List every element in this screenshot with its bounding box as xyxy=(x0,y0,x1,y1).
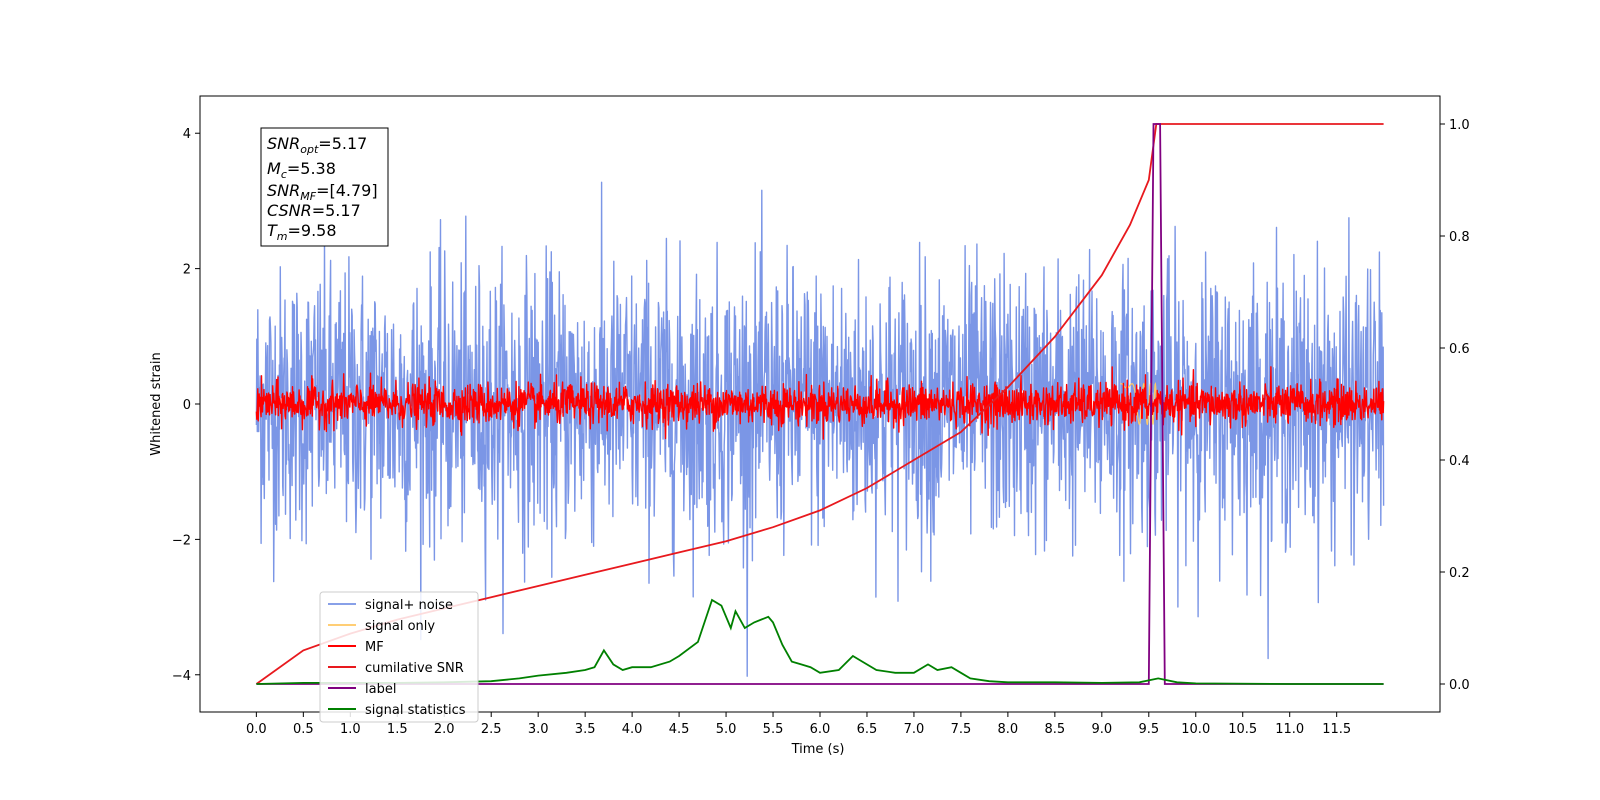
info-snr-mf-symbol: SNR xyxy=(267,181,300,200)
y-axis-right: 1.0 0.8 0.6 0.4 0.2 0.0 xyxy=(1440,118,1470,693)
x-axis-label: Time (s) xyxy=(791,742,845,757)
x-tick-label: 11.0 xyxy=(1275,722,1304,737)
x-tick-label: 8.0 xyxy=(998,722,1019,737)
info-mc-symbol: M xyxy=(267,159,281,178)
y-axis-left: 4 2 0 −2 −4 xyxy=(172,127,200,684)
legend-label: label xyxy=(365,682,396,697)
x-tick-label: 6.5 xyxy=(857,722,878,737)
y2-tick-label: 0.4 xyxy=(1449,454,1470,469)
info-tm-sub: m xyxy=(277,230,288,243)
info-box-frame xyxy=(260,127,389,247)
info-snr-opt-sub: opt xyxy=(300,143,319,156)
x-tick-label: 1.0 xyxy=(340,722,361,737)
info-csnr-value: =5.17 xyxy=(312,201,361,220)
y-tick-label: 4 xyxy=(183,127,191,142)
y2-tick-label: 0.2 xyxy=(1449,566,1470,581)
x-tick-label: 9.5 xyxy=(1138,722,1159,737)
x-tick-label: 4.0 xyxy=(622,722,643,737)
x-axis: 0.0 0.5 1.0 1.5 2.0 2.5 3.0 3.5 4.0 4.5 5.0 5.5 6.0 6… xyxy=(246,712,1351,737)
info-tm-value: =9.58 xyxy=(288,221,337,240)
x-tick-label: 3.5 xyxy=(575,722,596,737)
x-tick-label: 0.0 xyxy=(246,722,267,737)
x-tick-label: 5.5 xyxy=(763,722,784,737)
info-snr-mf-sub: MF xyxy=(300,190,316,203)
info-csnr-symbol: CSNR xyxy=(267,201,312,220)
x-tick-label: 11.5 xyxy=(1322,722,1351,737)
y-tick-label: −2 xyxy=(172,533,191,548)
y-axis-label: Whitened strain xyxy=(149,352,164,455)
series-signal-noise-line xyxy=(255,181,1385,677)
info-box: SNRopt=5.17 Mc=5.38 SNRMF=[4.79] CSNR=5.… xyxy=(260,127,389,247)
info-mc: Mc=5.38 xyxy=(267,159,336,181)
y2-tick-label: 1.0 xyxy=(1449,118,1470,133)
x-tick-label: 9.0 xyxy=(1091,722,1112,737)
x-tick-label: 3.0 xyxy=(528,722,549,737)
x-tick-label: 7.0 xyxy=(904,722,925,737)
info-snr-opt-symbol: SNR xyxy=(267,134,300,153)
x-tick-label: 5.0 xyxy=(716,722,737,737)
legend-label: signal only xyxy=(365,619,435,634)
x-tick-label: 1.5 xyxy=(387,722,408,737)
info-snr-opt: SNRopt=5.17 xyxy=(267,134,367,156)
x-tick-label: 2.5 xyxy=(481,722,502,737)
y-tick-label: 2 xyxy=(183,263,191,278)
info-csnr: CSNR=5.17 xyxy=(267,201,361,220)
info-tm: Tm=9.58 xyxy=(267,221,337,243)
info-snr-opt-value: =5.17 xyxy=(318,134,367,153)
x-tick-label: 10.5 xyxy=(1228,722,1257,737)
y-tick-label: 0 xyxy=(183,398,191,413)
info-tm-symbol: T xyxy=(267,221,278,240)
legend-label: signal+ noise xyxy=(365,598,453,613)
series-signal-statistics-line xyxy=(256,598,1384,685)
x-tick-label: 4.5 xyxy=(669,722,690,737)
x-tick-label: 0.5 xyxy=(293,722,314,737)
y2-tick-label: 0.0 xyxy=(1449,678,1470,693)
legend: signal+ noise signal only MF cumilative SNR… xyxy=(319,591,479,723)
x-tick-label: 10.0 xyxy=(1181,722,1210,737)
y2-tick-label: 0.6 xyxy=(1449,342,1470,357)
x-tick-label: 8.5 xyxy=(1045,722,1066,737)
x-tick-label: 7.5 xyxy=(951,722,972,737)
legend-label: signal statistics xyxy=(365,703,466,718)
y-tick-label: −4 xyxy=(172,669,191,684)
info-snr-mf-value: =[4.79] xyxy=(316,181,378,200)
legend-label: cumilative SNR xyxy=(365,661,464,676)
info-mc-value: =5.38 xyxy=(287,159,336,178)
y2-tick-label: 0.8 xyxy=(1449,230,1470,245)
series-mf-line xyxy=(255,366,1385,440)
x-tick-label: 6.0 xyxy=(810,722,831,737)
legend-frame xyxy=(319,591,479,723)
x-tick-label: 2.0 xyxy=(434,722,455,737)
legend-label: MF xyxy=(365,640,384,655)
info-mc-sub: c xyxy=(281,168,287,181)
info-snr-mf: SNRMF=[4.79] xyxy=(267,181,378,203)
